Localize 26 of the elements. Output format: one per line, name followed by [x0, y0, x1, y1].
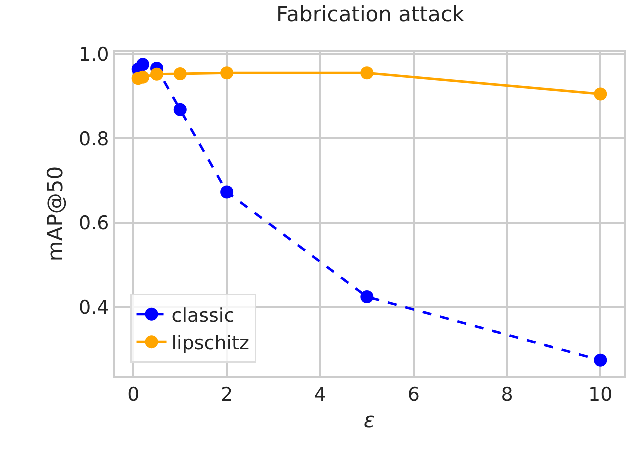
- y-tick-label: 1.0: [78, 44, 110, 66]
- y-tick-label: 0.6: [78, 212, 110, 235]
- point: [594, 88, 608, 101]
- legend-label: classic: [172, 304, 235, 327]
- point: [136, 58, 150, 72]
- legend-label: lipschitz: [172, 332, 250, 354]
- x-axis-title: ε: [364, 408, 376, 432]
- point: [220, 66, 234, 80]
- point: [174, 103, 187, 116]
- x-tick-label: 10: [588, 384, 613, 406]
- point: [136, 70, 150, 84]
- y-tick-label: 0.8: [78, 128, 110, 150]
- point: [174, 67, 187, 80]
- point: [360, 290, 374, 304]
- x-tick-label: 0: [128, 384, 140, 406]
- point: [150, 68, 164, 81]
- x-tick-label: 2: [221, 384, 234, 406]
- x-tick-label: 4: [314, 384, 327, 406]
- point: [594, 354, 608, 367]
- x-tick-label: 6: [408, 384, 420, 406]
- point: [220, 186, 234, 199]
- y-axis-title: mAP@50: [44, 166, 68, 262]
- x-tick-label: 8: [501, 384, 514, 406]
- y-tick-label: 0.4: [78, 297, 110, 320]
- point: [360, 66, 374, 80]
- chart-title: Fabrication attack: [276, 2, 466, 27]
